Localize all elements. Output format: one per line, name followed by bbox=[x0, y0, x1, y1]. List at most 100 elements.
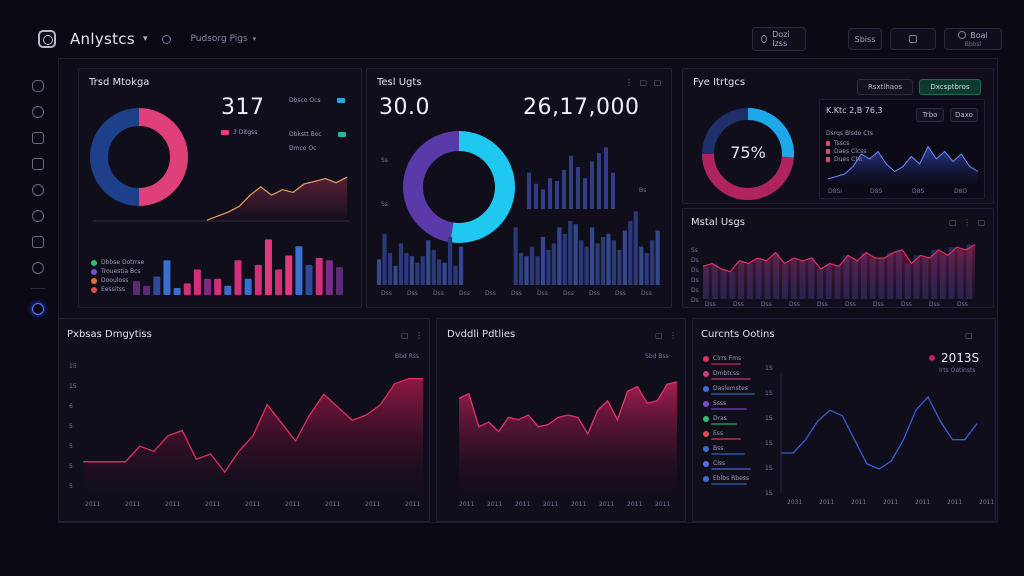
x-tick: 2011 bbox=[915, 499, 931, 506]
mini-toggle-button[interactable]: Trbo bbox=[916, 108, 944, 122]
bar bbox=[535, 256, 540, 285]
x-tick: 2011 bbox=[599, 501, 615, 508]
legend-label: Dmco Oc bbox=[289, 145, 317, 152]
metal-area-chart bbox=[702, 243, 976, 299]
mini-toggle-button[interactable]: Daxo bbox=[950, 108, 978, 122]
clock-icon[interactable] bbox=[32, 106, 44, 118]
sidebar-divider bbox=[31, 288, 45, 289]
bar bbox=[519, 253, 524, 285]
x-tick: Dss bbox=[845, 301, 856, 308]
bar bbox=[420, 256, 425, 285]
mini-area-chart bbox=[827, 145, 979, 184]
gauge-chart bbox=[702, 108, 794, 200]
list-item[interactable]: Ssss bbox=[703, 400, 726, 407]
bar bbox=[426, 240, 431, 285]
bar bbox=[453, 265, 458, 285]
bar bbox=[234, 260, 242, 295]
legend-swatch bbox=[91, 268, 97, 275]
bookmark-button[interactable] bbox=[890, 28, 936, 50]
list-item[interactable]: Eblbs Rbess bbox=[703, 475, 749, 482]
filter-button[interactable]: Rsxtlhaos bbox=[857, 79, 913, 95]
x-tick: Dss bbox=[615, 290, 626, 297]
bar bbox=[143, 285, 151, 295]
legend-item: Daes Clcss bbox=[826, 148, 866, 155]
x-tick: 2011 bbox=[515, 501, 531, 508]
chevron-down-icon[interactable]: ▾ bbox=[142, 34, 148, 44]
list-item[interactable]: Bss bbox=[703, 445, 723, 452]
chart-tag: Sbd Bss bbox=[645, 353, 669, 360]
trend-bar-chart bbox=[133, 239, 343, 295]
x-tick: Dss bbox=[957, 301, 968, 308]
legend-label: Dbkstt Boc bbox=[289, 131, 322, 138]
cloud-icon[interactable] bbox=[32, 262, 44, 274]
y-tick: Ds bbox=[691, 267, 699, 274]
tag-icon[interactable] bbox=[32, 184, 44, 196]
grid-button-label: Sbiss bbox=[854, 34, 876, 44]
currents-line-chart bbox=[780, 373, 978, 493]
bar bbox=[650, 240, 655, 285]
x-tick: Dss bbox=[873, 301, 884, 308]
legend-label: Eessitss bbox=[101, 286, 126, 293]
panel-controls[interactable]: ▢ bbox=[965, 331, 975, 340]
bar bbox=[513, 227, 518, 285]
app-title[interactable]: Anlystcs bbox=[70, 30, 135, 48]
app-logo-icon bbox=[38, 30, 56, 48]
x-tick: 2031 bbox=[787, 499, 803, 506]
list-item[interactable]: Dmbtcss bbox=[703, 370, 739, 377]
x-tick: Dss bbox=[641, 290, 652, 297]
x-tick: 2011 bbox=[459, 501, 475, 508]
panel-controls[interactable]: ▢ ⋮ bbox=[655, 331, 680, 340]
settings-icon[interactable] bbox=[32, 303, 44, 315]
legend-label: Dsrqs Blsdo Cts bbox=[826, 130, 873, 137]
list-item[interactable]: Dras bbox=[703, 415, 727, 422]
export-button[interactable]: Dxcsptbros bbox=[919, 79, 981, 95]
y-tick: 1S bbox=[765, 490, 773, 497]
bar bbox=[173, 288, 181, 295]
folder-icon[interactable] bbox=[32, 132, 44, 144]
info-icon[interactable] bbox=[161, 34, 171, 44]
chevron-down-icon[interactable]: ▾ bbox=[252, 35, 257, 43]
grid-button[interactable]: Sbiss bbox=[848, 28, 882, 50]
panel-controls[interactable]: ⋮ ▢ ▢ bbox=[625, 78, 664, 87]
bar bbox=[153, 276, 161, 295]
x-tick: Dss bbox=[433, 290, 444, 297]
bar bbox=[133, 281, 140, 295]
list-item[interactable]: Clrrs Fms bbox=[703, 355, 741, 362]
x-tick: 2011 bbox=[979, 499, 995, 506]
legend-swatch bbox=[826, 157, 830, 162]
x-tick: Dss bbox=[537, 290, 548, 297]
panel-controls[interactable]: ▢ ⋮ ▢ bbox=[949, 218, 988, 227]
user-menu-button[interactable]: Boal Bbbsl bbox=[944, 28, 1002, 50]
bar bbox=[448, 237, 453, 285]
bar bbox=[387, 253, 393, 285]
list-item[interactable]: Clss bbox=[703, 460, 725, 467]
ring-chart bbox=[403, 131, 515, 243]
bar bbox=[590, 227, 595, 285]
legend-item: Dbkstt Boc bbox=[289, 131, 346, 138]
legend-label: Dues Ctw bbox=[834, 156, 863, 163]
list-item[interactable]: Ess bbox=[703, 430, 723, 437]
list-item-dot bbox=[703, 430, 709, 437]
date-range-button[interactable]: Dozi Izss bbox=[752, 27, 806, 51]
legend-label: Dbsco Ocs bbox=[289, 97, 321, 104]
x-tick: Dss bbox=[589, 290, 600, 297]
inbox-icon[interactable] bbox=[32, 236, 44, 248]
panel-title: Dvddli Pdtlies bbox=[447, 329, 516, 340]
bar bbox=[458, 246, 464, 285]
breadcrumb[interactable]: Pudsorg Pigs bbox=[190, 34, 248, 44]
y-tick: Ds bbox=[691, 277, 699, 284]
top-bar: Anlystcs ▾ Pudsorg Pigs ▾ Dozi Izss Sbis… bbox=[22, 22, 1002, 56]
legend-item: Tsscs bbox=[826, 140, 849, 147]
globe-icon[interactable] bbox=[32, 210, 44, 222]
user-name: Boal bbox=[970, 30, 988, 40]
bar bbox=[244, 278, 252, 295]
y-tick: 1S bbox=[765, 465, 773, 472]
pulse-panel: Pxbsas Dmgytiss ▢ ⋮ Bbd Rss 15 15 6 5 5 5 5 20… bbox=[58, 318, 430, 522]
dashboard-icon[interactable] bbox=[32, 80, 44, 92]
panel-controls[interactable]: ▢ ⋮ bbox=[401, 331, 426, 340]
bar bbox=[633, 211, 638, 285]
bar bbox=[595, 243, 600, 285]
legend-item: Dbbse Dotrrse bbox=[91, 259, 144, 266]
list-item[interactable]: Daslemstes bbox=[703, 385, 748, 392]
chart-icon[interactable] bbox=[32, 158, 44, 170]
